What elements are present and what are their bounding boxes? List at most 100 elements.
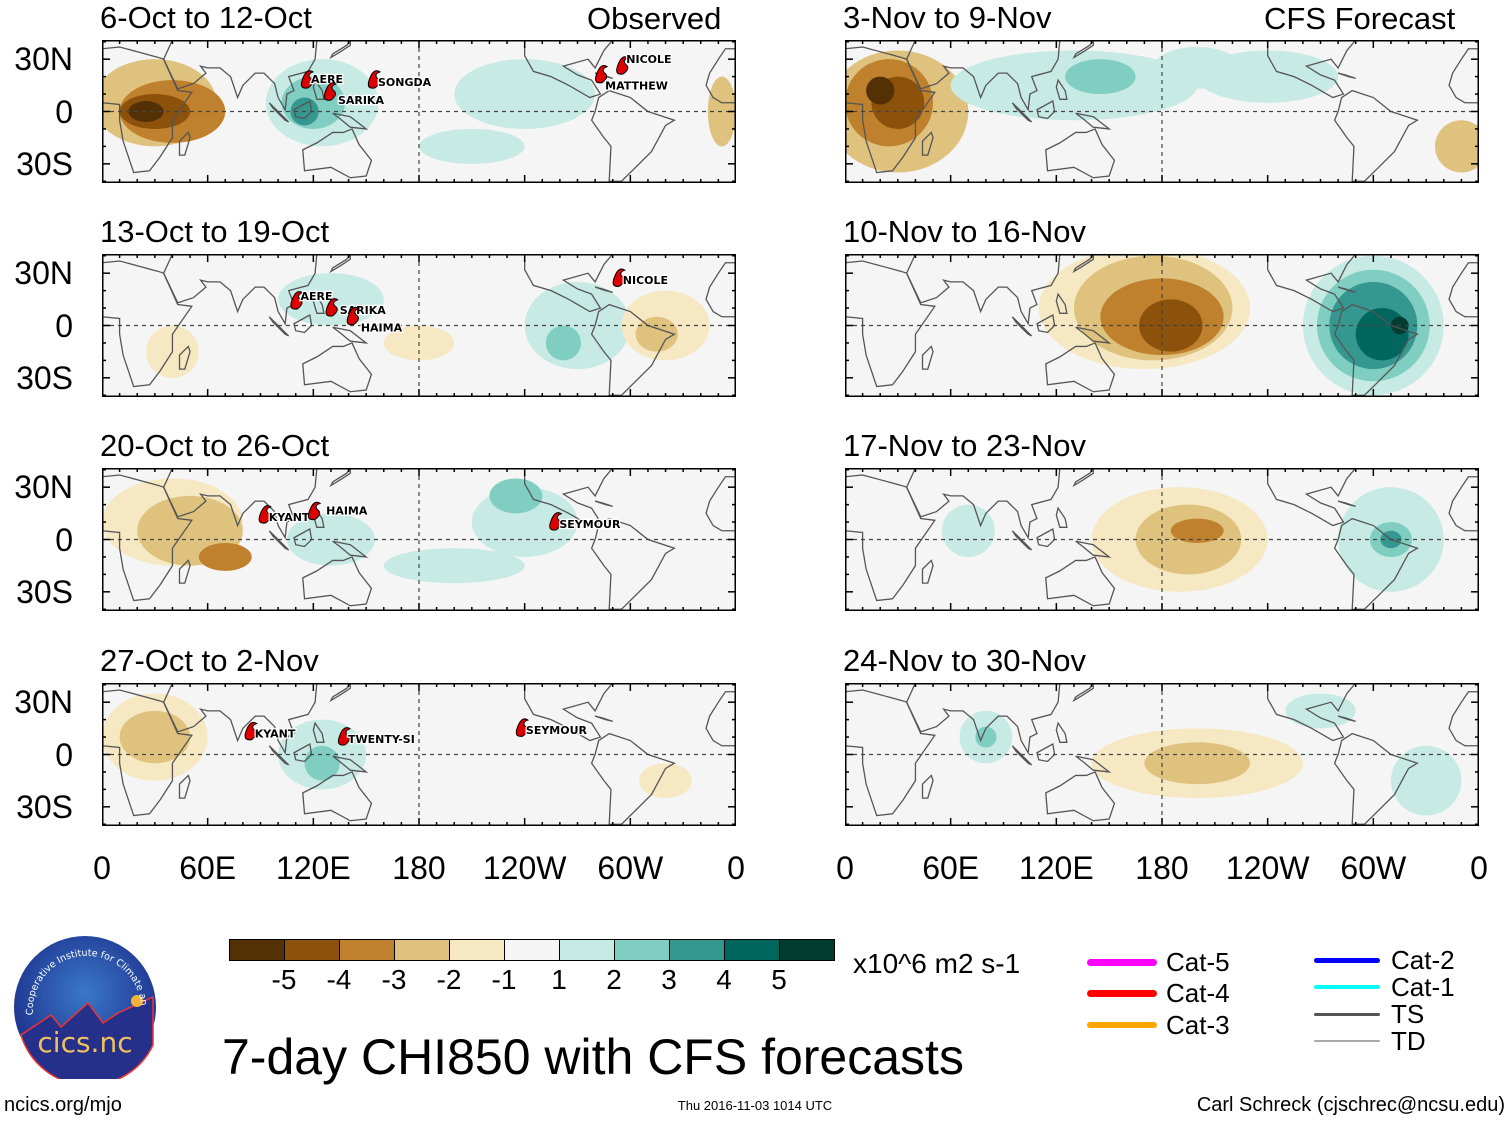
coastline — [844, 689, 936, 817]
storm-marker: MATTHEW — [595, 64, 669, 94]
map-panel-observed: KYANT TWENTY-SI SEYMOUR — [101, 680, 737, 826]
anomaly-contour — [1434, 120, 1488, 173]
anomaly-contour — [454, 59, 596, 129]
storm-marker: NICOLE — [616, 52, 673, 75]
coastline — [524, 467, 615, 527]
coastline — [178, 559, 191, 584]
panel-frame — [845, 683, 1479, 826]
storm-label: HAIMA — [326, 504, 368, 517]
legend-label: Cat-5 — [1166, 947, 1230, 977]
storm-marker: SARIKA — [323, 82, 386, 108]
coastline — [921, 774, 934, 799]
coastline — [1075, 326, 1112, 344]
storm-marker: HAIMA — [346, 306, 404, 336]
coastline — [1036, 743, 1056, 763]
anomaly-contour — [1144, 742, 1251, 785]
anomaly-contour — [1170, 518, 1224, 543]
panel-frame — [102, 40, 736, 183]
coastline — [905, 39, 1061, 112]
coastline — [1337, 500, 1356, 507]
panel-title: 20-Oct to 26-Oct — [100, 428, 330, 463]
lon-label: 60W — [597, 850, 664, 886]
lat-label: 0 — [55, 307, 73, 344]
storm-label: SARIKA — [340, 304, 387, 317]
coastline — [332, 326, 369, 344]
lon-label: 120E — [1018, 850, 1094, 886]
coastline — [590, 517, 676, 610]
panel-title: 13-Oct to 19-Oct — [100, 214, 330, 249]
lon-label: 0 — [836, 850, 854, 886]
lon-label: 0 — [1470, 850, 1488, 886]
coastline — [268, 102, 290, 123]
coastline — [1011, 530, 1033, 551]
storm-marker: TWENTY-SI — [337, 727, 416, 747]
coastline — [524, 253, 615, 313]
panel-title: 6-Oct to 12-Oct — [100, 0, 312, 35]
footer-credit: Carl Schreck (cjschrec@ncsu.edu) — [1196, 1094, 1505, 1116]
coastline — [844, 46, 936, 174]
coastline — [332, 112, 369, 130]
storm-marker: NICOLE — [612, 268, 669, 288]
anomaly-contour — [419, 128, 525, 164]
storm-label: AERE — [311, 73, 343, 86]
anomaly-contour — [866, 76, 895, 105]
coastline — [302, 128, 373, 179]
coastline — [293, 743, 313, 763]
coastline — [1036, 314, 1056, 334]
coastline — [590, 732, 676, 825]
lon-label: 120E — [275, 850, 351, 886]
coastline — [101, 689, 193, 817]
coastline — [162, 39, 318, 112]
coastline — [921, 131, 934, 156]
lon-label: 60W — [1340, 850, 1407, 886]
colorbar-swatch — [504, 939, 560, 961]
lat-label: 30N — [14, 255, 73, 292]
legend-label: Cat-4 — [1166, 978, 1230, 1008]
storm-label: KYANT — [255, 728, 296, 741]
coastline — [1333, 89, 1419, 182]
coastline — [293, 100, 313, 120]
coastline — [1055, 721, 1068, 743]
colorbar-label: 4 — [716, 964, 732, 995]
footer-timestamp: Thu 2016-11-03 1014 UTC — [677, 1098, 833, 1113]
lat-label: 0 — [55, 521, 73, 558]
observed-label: Observed — [587, 1, 722, 36]
anomaly-contour — [545, 325, 582, 361]
lon-label: 120W — [482, 850, 567, 886]
footer-url[interactable]: ncics.org/mjo — [4, 1094, 122, 1116]
coastline — [268, 530, 290, 551]
colorbar-label: -3 — [381, 964, 407, 995]
lon-label: 120W — [1225, 850, 1310, 886]
map-panel-observed: NICOLE AERE SARIKA HAIMA — [101, 251, 737, 397]
storm-label: SEYMOUR — [526, 724, 588, 737]
legend-label: Cat-1 — [1391, 972, 1455, 1002]
colorbar-units: x10^6 m2 s-1 — [853, 948, 1021, 979]
storm-label: SARIKA — [338, 94, 385, 107]
legend-swatch — [1314, 1012, 1380, 1016]
panel-frame — [845, 40, 1479, 183]
coastline — [905, 682, 1061, 755]
panel-title: 27-Oct to 2-Nov — [100, 643, 319, 678]
map-panel-forecast — [844, 680, 1480, 826]
colorbar-label: 3 — [661, 964, 677, 995]
anomaly-contour — [1065, 59, 1136, 95]
coastline — [844, 474, 936, 602]
coastline — [1337, 72, 1356, 79]
lat-label: 30S — [16, 573, 73, 610]
storm-marker: SONGDA — [367, 70, 433, 90]
coastline — [293, 314, 313, 334]
colorbar-swatch — [614, 939, 670, 961]
storm-label: NICOLE — [626, 53, 671, 66]
storm-marker: HAIMA — [307, 501, 369, 521]
colorbar-swatch — [724, 939, 780, 961]
anomaly-contour — [1390, 745, 1462, 816]
coastline — [594, 500, 613, 507]
coastline — [524, 682, 615, 742]
coastline — [1045, 771, 1116, 822]
coastline — [590, 303, 676, 396]
legend-swatch — [1314, 1040, 1380, 1042]
coastline — [332, 540, 369, 558]
colorbar-swatch — [559, 939, 615, 961]
coastline — [1011, 745, 1033, 766]
coastline — [1075, 755, 1112, 773]
